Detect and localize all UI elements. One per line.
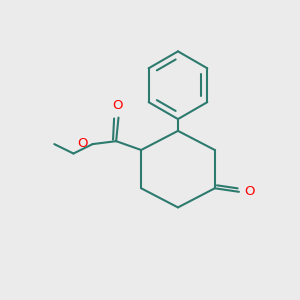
Text: O: O [244,185,255,198]
Text: O: O [77,137,87,150]
Text: O: O [112,99,122,112]
